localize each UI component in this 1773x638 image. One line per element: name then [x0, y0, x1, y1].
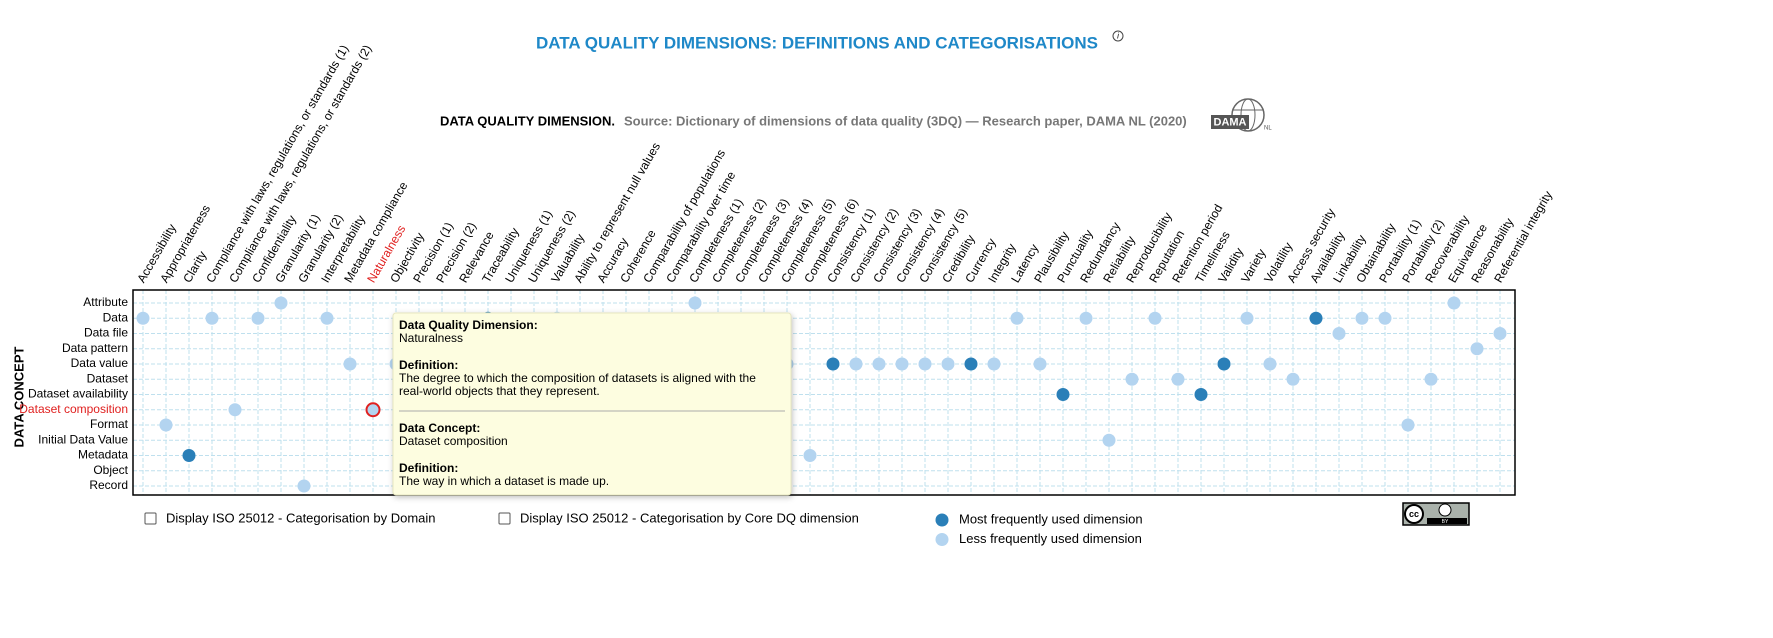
dot [228, 403, 242, 417]
row-label: Dataset availability [28, 387, 128, 401]
svg-text:cc: cc [1409, 509, 1419, 519]
dot [918, 357, 932, 371]
tooltip: Data Quality Dimension: Naturalness Defi… [392, 312, 792, 496]
tooltip-value: Dataset composition [399, 434, 508, 448]
subtitle-lead: DATA QUALITY DIMENSION. [440, 113, 615, 128]
dot [1010, 311, 1024, 325]
checkbox-label[interactable]: Display ISO 25012 - Categorisation by Co… [520, 510, 859, 525]
row-label: Object [93, 463, 128, 477]
row-label: Attribute [83, 295, 128, 309]
dot [826, 357, 840, 371]
dot [1240, 311, 1254, 325]
dot [688, 296, 702, 310]
row-label: Dataset composition [19, 402, 128, 416]
dot [803, 449, 817, 462]
tooltip-label: Data Concept: [399, 421, 480, 435]
dot [872, 357, 886, 371]
dot [1033, 357, 1047, 371]
row-label: Data file [84, 326, 128, 340]
dot [1447, 296, 1461, 310]
dot [1286, 372, 1300, 386]
dot [1171, 372, 1185, 386]
tooltip-text: The way in which a dataset is made up. [399, 474, 609, 488]
dot [1378, 311, 1392, 325]
license-badge: cc BY [1402, 502, 1470, 526]
dot [136, 311, 150, 325]
legend-label: Less frequently used dimension [959, 531, 1142, 546]
tooltip-text: real-world objects that they represent. [399, 384, 600, 398]
dot [320, 311, 334, 325]
legend-swatch [935, 513, 949, 527]
dot [1194, 388, 1208, 401]
y-axis-label: DATA CONCEPT [11, 347, 26, 448]
dot [1332, 327, 1346, 340]
checkbox[interactable]: Display ISO 25012 - Categorisation by Co… [498, 510, 859, 525]
dot [1309, 311, 1323, 325]
dot [1493, 327, 1507, 340]
row-label: Data pattern [62, 341, 128, 355]
row-label: Format [90, 417, 129, 431]
row-label: Initial Data Value [38, 432, 128, 446]
tooltip-label: Definition: [399, 358, 458, 372]
legend-swatch [935, 533, 949, 546]
dot [1148, 311, 1162, 325]
row-label: Metadata [78, 448, 128, 462]
dot [895, 357, 909, 371]
info-icon[interactable]: i [1112, 30, 1124, 42]
checkbox-label[interactable]: Display ISO 25012 - Categorisation by Do… [166, 510, 436, 525]
tooltip-value: Naturalness [399, 331, 463, 345]
dot [343, 357, 357, 371]
dot [1401, 418, 1415, 432]
dot [159, 418, 173, 432]
dot [1424, 372, 1438, 386]
dama-logo: DAMA NL [1211, 98, 1272, 132]
dot [1056, 388, 1070, 401]
tooltip-text: The degree to which the composition of d… [399, 371, 756, 385]
row-label: Data [103, 310, 129, 324]
dot [941, 357, 955, 371]
subtitle: Source: Dictionary of dimensions of data… [624, 113, 1187, 128]
dot [365, 402, 381, 418]
dot [182, 449, 196, 462]
dot [1125, 372, 1139, 386]
license-text: BY [1442, 519, 1449, 525]
checkbox[interactable]: Display ISO 25012 - Categorisation by Do… [144, 510, 436, 525]
dot [1263, 357, 1277, 371]
dot [964, 357, 978, 371]
row-label: Dataset [87, 371, 129, 385]
tooltip-label: Definition: [399, 461, 458, 475]
plot-frame [132, 289, 1516, 496]
dot [1470, 342, 1484, 356]
dot [849, 357, 863, 371]
chart-title: DATA QUALITY DIMENSIONS: DEFINITIONS AND… [536, 33, 1098, 52]
dot [987, 357, 1001, 371]
logo-suffix: NL [1264, 126, 1272, 132]
dot [1355, 311, 1369, 325]
dot [1102, 433, 1116, 447]
svg-text:i: i [1117, 32, 1119, 41]
dot [205, 311, 219, 325]
row-label: Data value [71, 356, 129, 370]
row-label: Record [89, 478, 128, 492]
dot [274, 296, 288, 310]
tooltip-label: Data Quality Dimension: [399, 318, 538, 332]
logo-text: DAMA [1214, 116, 1247, 128]
dot [1217, 357, 1231, 371]
dot [297, 479, 311, 493]
dot [1079, 311, 1093, 325]
legend-label: Most frequently used dimension [959, 511, 1143, 526]
dot [251, 311, 265, 325]
